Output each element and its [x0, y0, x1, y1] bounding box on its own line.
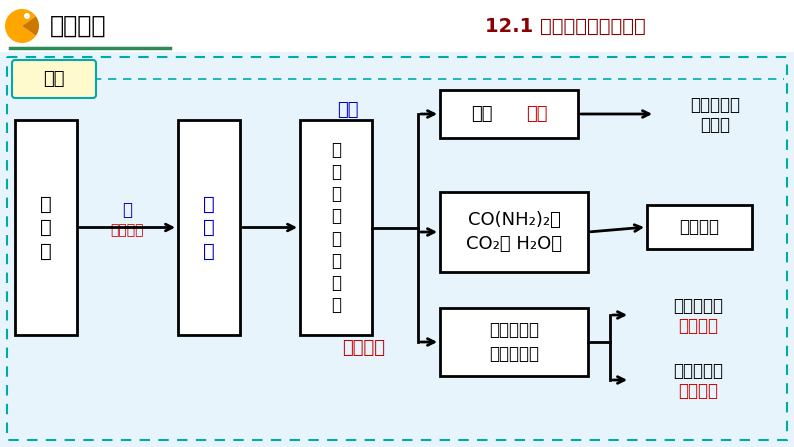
- Text: 维持人体的: 维持人体的: [673, 297, 723, 315]
- FancyBboxPatch shape: [12, 60, 96, 98]
- Text: 人体所需的: 人体所需的: [489, 321, 539, 339]
- Bar: [440, 90, 578, 138]
- Text: 放出: 放出: [472, 105, 493, 123]
- Text: 供人体活动: 供人体活动: [690, 96, 740, 114]
- Text: 的需要: 的需要: [700, 116, 730, 134]
- Bar: [647, 205, 752, 249]
- Bar: [0, 0, 794, 52]
- Text: 代谢: 代谢: [43, 70, 65, 88]
- Text: 生长发育: 生长发育: [678, 317, 718, 335]
- Text: CO₂、 H₂O等: CO₂、 H₂O等: [466, 235, 562, 253]
- Text: 组织更新: 组织更新: [678, 382, 718, 400]
- Wedge shape: [22, 16, 39, 26]
- Wedge shape: [22, 26, 39, 36]
- Text: 各种蛋白质: 各种蛋白质: [489, 345, 539, 363]
- Bar: [440, 308, 588, 376]
- Bar: [178, 120, 240, 335]
- Text: 重新组成: 重新组成: [342, 339, 386, 357]
- Text: 氧化: 氧化: [337, 101, 359, 119]
- Text: 能量: 能量: [526, 105, 548, 123]
- Text: 12.1 人类重要的营养物质: 12.1 人类重要的营养物质: [484, 17, 646, 35]
- Text: CO(NH₂)₂、: CO(NH₂)₂、: [468, 211, 561, 229]
- Text: 胃、肠道: 胃、肠道: [110, 224, 145, 237]
- Text: 探究新知: 探究新知: [50, 14, 106, 38]
- Text: 蛋
白
质: 蛋 白 质: [40, 194, 52, 261]
- Text: 排出体外: 排出体外: [680, 218, 719, 236]
- Text: 水: 水: [122, 201, 133, 219]
- Circle shape: [24, 13, 30, 19]
- Bar: [15, 120, 77, 335]
- Bar: [440, 192, 588, 272]
- Text: 维持人体的: 维持人体的: [673, 362, 723, 380]
- Wedge shape: [5, 9, 36, 43]
- Bar: [300, 120, 372, 335]
- Text: 氨
基
酸: 氨 基 酸: [203, 194, 215, 261]
- Text: 通
过
肠
壁
进
入
血
液: 通 过 肠 壁 进 入 血 液: [331, 141, 341, 314]
